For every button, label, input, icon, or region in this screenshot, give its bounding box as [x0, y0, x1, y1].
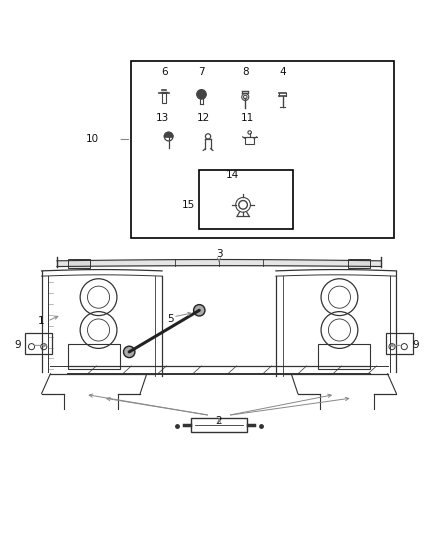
- Text: 12: 12: [197, 112, 210, 123]
- Text: 2: 2: [215, 416, 223, 426]
- Circle shape: [194, 304, 205, 316]
- Bar: [25, 333, 52, 354]
- Bar: [245, 137, 254, 144]
- Bar: [318, 344, 370, 369]
- Circle shape: [124, 346, 135, 358]
- Bar: [386, 333, 413, 354]
- Text: 9: 9: [413, 341, 420, 350]
- Bar: [131, 61, 394, 238]
- Circle shape: [197, 90, 206, 99]
- Text: 1: 1: [38, 316, 45, 326]
- Bar: [191, 418, 247, 432]
- Bar: [68, 260, 90, 268]
- Text: 5: 5: [167, 314, 174, 324]
- Text: 13: 13: [155, 112, 169, 123]
- Text: 7: 7: [198, 67, 205, 77]
- Bar: [68, 344, 120, 369]
- Text: 4: 4: [279, 67, 286, 77]
- Text: 3: 3: [215, 249, 223, 259]
- Bar: [199, 170, 293, 229]
- Text: 14: 14: [226, 171, 239, 180]
- Bar: [162, 93, 166, 103]
- Bar: [348, 260, 370, 268]
- Text: 15: 15: [182, 200, 195, 210]
- Text: 8: 8: [242, 67, 249, 77]
- Polygon shape: [164, 132, 173, 136]
- Text: 11: 11: [241, 112, 254, 123]
- Text: 6: 6: [161, 67, 168, 77]
- Text: 10: 10: [85, 134, 99, 144]
- Text: 9: 9: [14, 341, 21, 350]
